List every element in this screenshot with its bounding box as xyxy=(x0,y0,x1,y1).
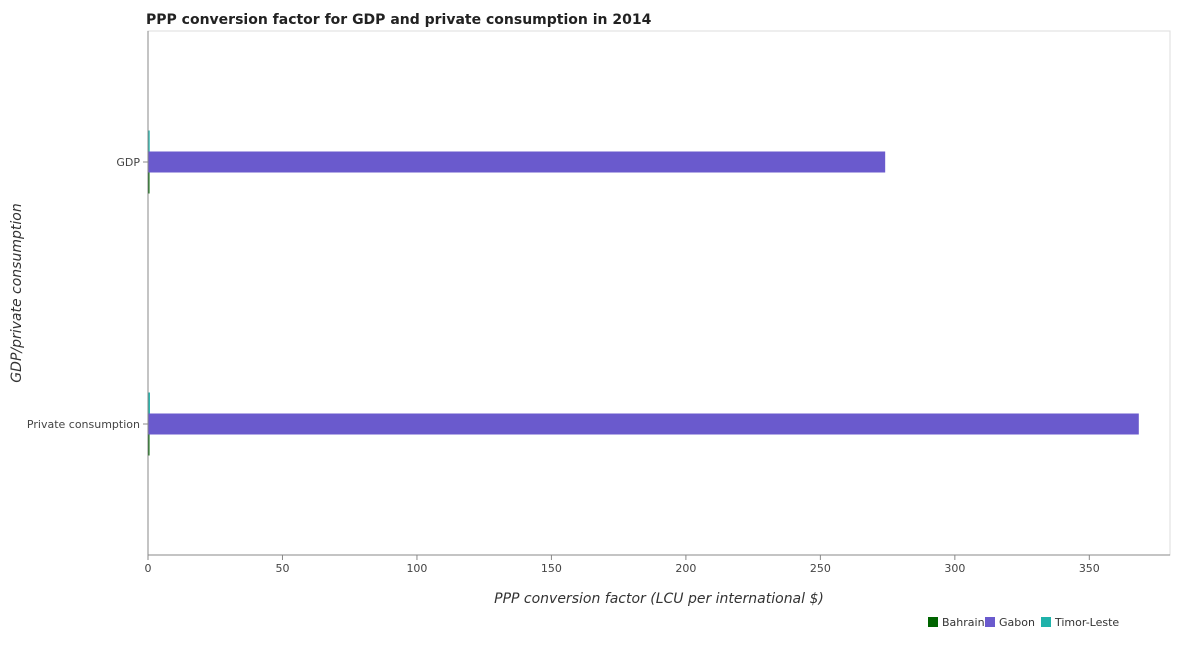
legend-entry-label: Timor-Leste xyxy=(1054,616,1119,629)
chart-title: PPP conversion factor for GDP and privat… xyxy=(146,12,652,28)
legend-swatch xyxy=(985,617,995,627)
bar xyxy=(148,130,150,152)
bar xyxy=(148,172,150,194)
bar xyxy=(148,413,1139,435)
x-tick-label: 0 xyxy=(145,562,152,575)
legend-swatch xyxy=(928,617,938,627)
legend-entry-label: Bahrain xyxy=(942,616,985,629)
plot-area xyxy=(147,30,1171,556)
bar xyxy=(148,434,150,456)
category-label: Private consumption xyxy=(27,418,140,431)
y-axis: GDP Private consumption xyxy=(27,31,149,555)
x-axis: 0 50 100 150 200 250 300 350 xyxy=(145,554,1170,575)
x-tick-label: 50 xyxy=(275,562,289,575)
x-axis-label: PPP conversion factor (LCU per internati… xyxy=(494,591,824,607)
bar xyxy=(148,151,886,173)
category-label: GDP xyxy=(116,156,140,169)
x-tick-label: 350 xyxy=(1079,562,1100,575)
legend-entry-label: Gabon xyxy=(999,616,1035,629)
bar xyxy=(148,392,150,414)
y-axis-label: GDP/private consumption xyxy=(9,203,25,382)
bars-group xyxy=(148,130,1139,456)
x-tick-label: 150 xyxy=(541,562,562,575)
x-tick-label: 300 xyxy=(944,562,965,575)
x-tick-label: 250 xyxy=(810,562,831,575)
x-tick-label: 200 xyxy=(675,562,696,575)
legend: Bahrain Gabon Timor-Leste xyxy=(928,616,1119,629)
x-tick-label: 100 xyxy=(406,562,427,575)
legend-swatch xyxy=(1041,617,1051,627)
